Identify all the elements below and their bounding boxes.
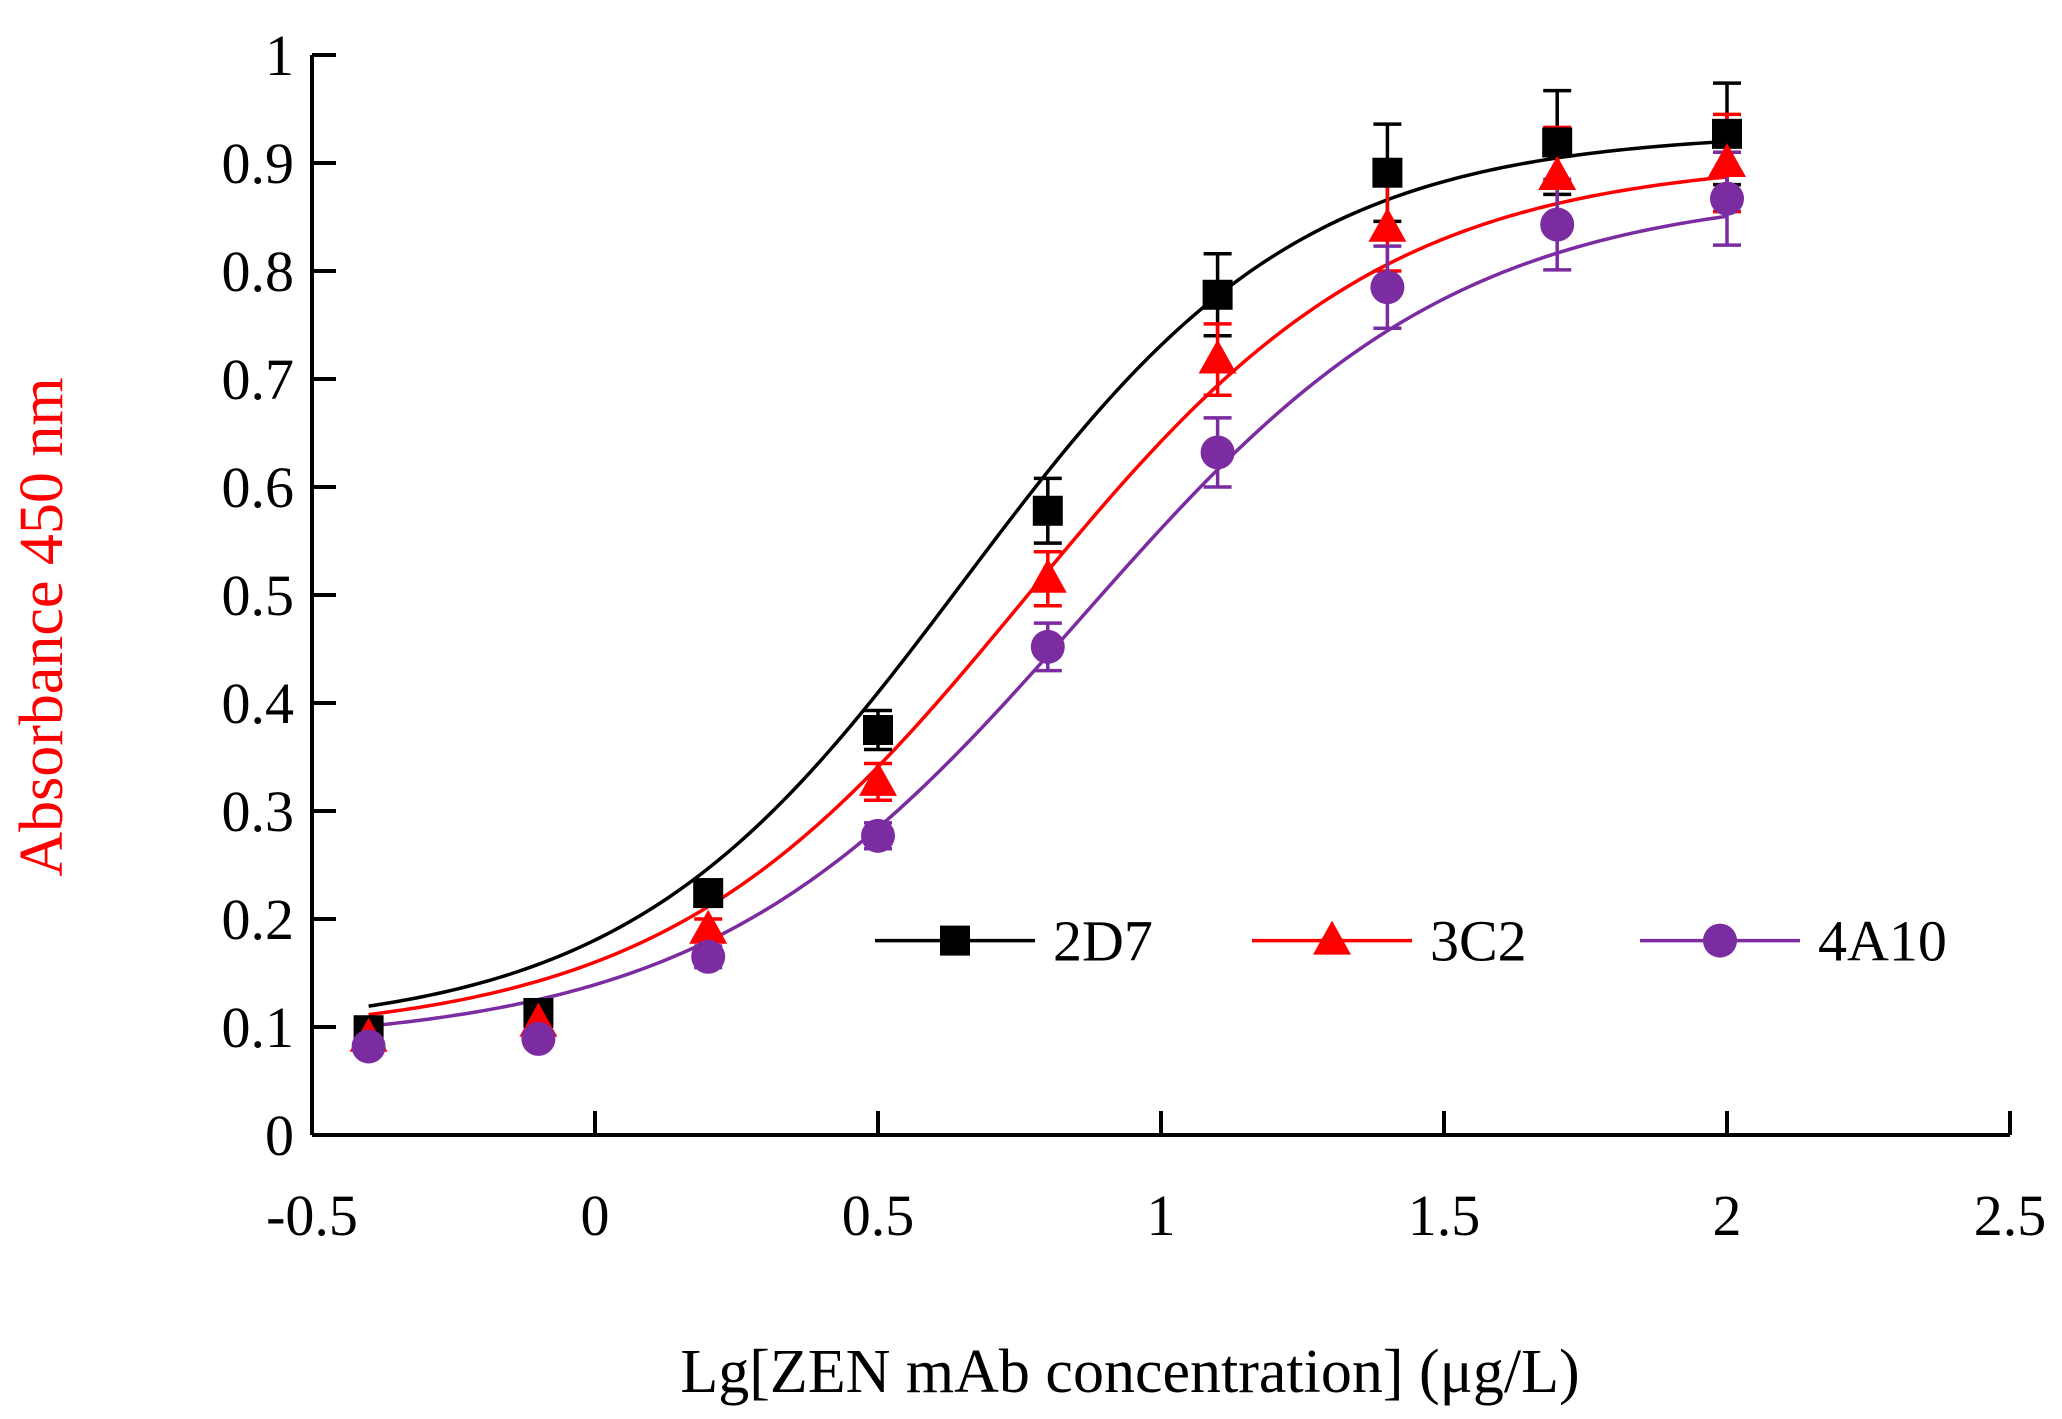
legend-marker-4A10 — [1703, 923, 1737, 958]
legend-label-2D7: 2D7 — [1053, 909, 1153, 974]
y-tick-label: 0.7 — [222, 347, 295, 412]
data-point-2D7 — [1032, 495, 1063, 526]
data-point-4A10 — [521, 1021, 556, 1056]
data-point-2D7 — [1372, 157, 1403, 188]
y-tick-label: 0.3 — [222, 779, 295, 844]
y-tick-label: 0.4 — [222, 671, 295, 736]
x-tick-label: 0 — [581, 1183, 610, 1248]
axes: 0 0.1 0.2 0.3 0.4 0.5 0.6 0.7 0.8 0.9 1 -0.5 0 0.5 1 1.… — [222, 23, 2047, 1248]
y-tick-label: 0.1 — [222, 995, 295, 1060]
y-tick-label: 0.2 — [222, 887, 295, 952]
y-tick-label: 0.8 — [222, 239, 295, 304]
y-tick-label: 0 — [265, 1103, 294, 1168]
legend-marker-2D7 — [940, 925, 970, 956]
x-tick-label: -0.5 — [266, 1183, 358, 1248]
x-tick-label: 1 — [1147, 1183, 1176, 1248]
data-point-2D7 — [863, 715, 893, 745]
data-point-4A10 — [691, 939, 726, 974]
data-point-2D7 — [1542, 127, 1573, 158]
data-point-2D7 — [1202, 279, 1233, 310]
y-axis-title: Absorbance 450 nm — [8, 377, 76, 876]
data-point-3C2 — [1198, 339, 1237, 374]
data-points — [349, 118, 1746, 1064]
data-point-4A10 — [351, 1029, 386, 1064]
x-axis-title: Lg[ZEN mAb concentration] (μg/L) — [680, 1338, 1579, 1406]
data-point-4A10 — [1370, 270, 1405, 305]
y-tick-label: 1 — [265, 23, 294, 88]
data-point-4A10 — [1030, 629, 1065, 664]
data-point-4A10 — [1710, 181, 1744, 216]
fit-curve-4A10 — [368, 214, 1728, 1028]
data-point-2D7 — [693, 878, 724, 909]
data-point-3C2 — [1708, 143, 1746, 177]
x-tick-label: 2 — [1713, 1183, 1742, 1248]
fit-curve-2D7 — [368, 139, 1728, 1008]
data-point-3C2 — [859, 761, 897, 796]
x-tick-label: 1.5 — [1408, 1183, 1481, 1248]
legend-label-3C2: 3C2 — [1430, 909, 1527, 974]
legend-marker-3C2 — [1313, 920, 1351, 955]
data-point-4A10 — [861, 818, 895, 853]
x-tick-label: 0.5 — [842, 1183, 915, 1248]
data-point-4A10 — [1200, 435, 1235, 470]
y-tick-label: 0.5 — [222, 563, 295, 628]
x-tick-label: 2.5 — [1974, 1183, 2047, 1248]
data-point-3C2 — [1028, 558, 1067, 593]
legend-label-4A10: 4A10 — [1818, 909, 1947, 974]
data-point-3C2 — [1538, 155, 1577, 190]
data-point-3C2 — [1368, 207, 1407, 242]
legend: 2D7 3C2 4A10 — [875, 909, 1947, 974]
data-point-3C2 — [689, 909, 728, 944]
y-tick-label: 0.9 — [222, 131, 295, 196]
data-point-4A10 — [1540, 207, 1575, 242]
y-tick-label: 0.6 — [222, 455, 295, 520]
